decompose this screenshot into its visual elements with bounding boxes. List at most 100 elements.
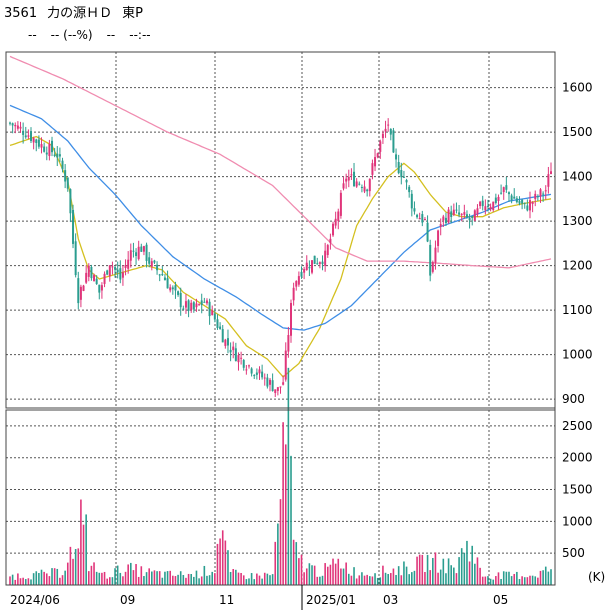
- volume-bar: [74, 549, 77, 585]
- volume-bar: [508, 571, 510, 585]
- volume-bar: [529, 575, 531, 585]
- candle-body: [463, 212, 466, 215]
- candle-body: [266, 377, 269, 387]
- candle-body: [523, 202, 526, 204]
- volume-bar: [516, 571, 518, 585]
- volume-bar: [61, 575, 64, 585]
- candle-body: [64, 170, 67, 182]
- volume-bar: [193, 576, 195, 585]
- volume-bar: [261, 578, 263, 585]
- volume-bar: [232, 569, 235, 585]
- candle-body: [442, 216, 445, 221]
- candle-body: [350, 174, 353, 176]
- candle-body: [261, 371, 264, 378]
- volume-bar: [240, 572, 242, 585]
- volume-bar: [342, 568, 345, 585]
- candle-body: [358, 183, 361, 185]
- candle-body: [521, 199, 524, 204]
- candle-body: [169, 287, 172, 291]
- candle-body: [156, 264, 159, 271]
- volume-bar: [269, 575, 271, 585]
- volume-bar: [502, 571, 505, 585]
- candle-body: [547, 174, 550, 187]
- candle-body: [87, 265, 90, 277]
- candle-body: [32, 138, 35, 143]
- volume-bar: [277, 523, 279, 585]
- candle-body: [127, 259, 130, 269]
- volume-bar: [93, 562, 95, 585]
- candle-body: [542, 193, 545, 195]
- volume-bar: [38, 572, 40, 585]
- volume-bar: [200, 576, 203, 585]
- volume-bar: [468, 561, 471, 585]
- volume-bar: [518, 579, 521, 585]
- volume-bar: [195, 570, 198, 585]
- volume-bar: [424, 571, 426, 585]
- volume-bar: [103, 571, 106, 585]
- volume-bar: [166, 571, 169, 585]
- candle-body: [253, 375, 256, 377]
- candle-body: [479, 201, 482, 207]
- candle-body: [161, 274, 164, 276]
- candle-body: [213, 313, 216, 320]
- candle-body: [177, 291, 180, 295]
- volume-bar: [416, 556, 418, 585]
- volume-bar: [531, 575, 534, 585]
- candle-body: [16, 125, 19, 129]
- candle-body: [22, 130, 25, 135]
- volume-bar: [45, 573, 48, 585]
- volume-bar: [119, 572, 122, 585]
- volume-bar: [158, 571, 161, 585]
- candle-body: [366, 189, 369, 192]
- volume-bar: [90, 565, 93, 585]
- price-candles: [9, 118, 552, 397]
- volume-bar: [395, 574, 397, 585]
- volume-bar: [411, 572, 413, 585]
- candle-body: [240, 357, 243, 359]
- candle-body: [198, 304, 201, 306]
- moving-average-lines: [9, 55, 552, 378]
- price-grid: [6, 52, 555, 408]
- candle-body: [402, 176, 405, 178]
- candle-body: [429, 244, 432, 276]
- volume-bar: [274, 541, 277, 585]
- candle-body: [326, 245, 329, 256]
- candle-body: [292, 287, 295, 301]
- candle-body: [19, 126, 22, 129]
- last-price: --: [28, 28, 37, 42]
- volume-bar: [53, 568, 56, 585]
- candle-body: [108, 265, 111, 277]
- ma-mid-line: [9, 104, 552, 331]
- volume-bar: [130, 562, 132, 585]
- candle-body: [290, 302, 293, 336]
- volume-bar: [263, 572, 266, 585]
- candle-body: [11, 123, 14, 126]
- candle-body: [444, 217, 447, 223]
- price-tick-label: 1500: [562, 125, 593, 139]
- candle-body: [229, 349, 232, 353]
- candle-body: [263, 377, 266, 379]
- candle-body: [135, 252, 138, 257]
- candle-body: [74, 241, 77, 276]
- candle-body: [384, 128, 387, 132]
- candle-body: [318, 262, 321, 264]
- volume-bar: [224, 540, 227, 585]
- volume-bar: [69, 546, 72, 585]
- candle-body: [124, 264, 127, 268]
- volume-bar: [48, 576, 51, 585]
- candle-body: [371, 163, 374, 175]
- candle-body: [374, 157, 377, 167]
- volume-bar: [311, 565, 313, 585]
- volume-bar: [227, 550, 229, 585]
- volume-bar: [544, 566, 547, 585]
- volume-bar: [82, 524, 85, 585]
- volume-bar: [22, 577, 24, 585]
- x-axis-label: 11: [219, 593, 234, 607]
- volume-bar: [279, 499, 282, 585]
- volume-bar: [56, 568, 59, 585]
- candle-body: [397, 161, 400, 174]
- volume-bar: [400, 575, 403, 585]
- volume-bar: [237, 572, 240, 585]
- candle-body: [300, 271, 303, 277]
- candle-body: [534, 193, 537, 200]
